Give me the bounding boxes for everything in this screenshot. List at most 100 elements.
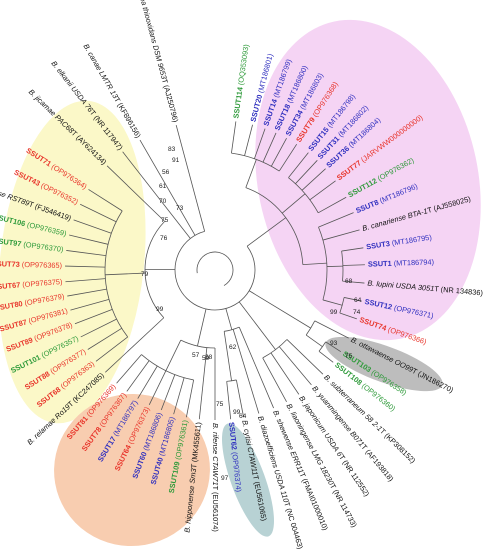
leaf-label-ssut73: SSUT73 (OP976365): [0, 259, 62, 270]
branch: [116, 354, 142, 384]
strain-name: SSUT1: [368, 259, 392, 269]
branch: [314, 320, 349, 339]
bootstrap-value: 62: [229, 344, 237, 351]
bootstrap-value: 64: [354, 297, 362, 304]
accession: (OP976374): [230, 449, 243, 492]
leaf-label-ssut114: SSUT114 (OQ353093): [231, 44, 250, 119]
bootstrap-value: 75: [216, 401, 224, 408]
branch: [165, 339, 182, 371]
bootstrap-value: 99: [233, 409, 241, 416]
accession: T (NC 004463): [282, 501, 305, 550]
clade-highlight-yellow: [0, 100, 146, 424]
branch: [65, 278, 106, 283]
strain-name: SSUT73: [0, 259, 20, 269]
branch: [106, 165, 165, 222]
branch: [301, 168, 326, 191]
bootstrap-value: 99: [330, 309, 338, 316]
branch: [225, 308, 233, 330]
strain-name: B. canae LMTR 13: [82, 42, 121, 101]
branch: [95, 336, 128, 362]
branch: [105, 272, 146, 276]
branch: [342, 280, 365, 284]
strain-name: SSUT62: [227, 422, 239, 451]
accession: (OQ353093): [236, 44, 251, 88]
accession: T (NR 134836): [434, 284, 483, 297]
clade-highlight-teal: [221, 423, 275, 537]
accession: T (NR 112552): [337, 453, 371, 498]
branch: [270, 352, 300, 395]
branch: [73, 219, 112, 234]
branch: [185, 379, 195, 418]
branch: [175, 125, 206, 232]
branch-arc: [104, 210, 129, 338]
accession: T (AF193818): [359, 443, 395, 484]
branch: [198, 347, 208, 420]
accession: T (NR 114733): [328, 482, 359, 529]
accession: T (EU561074): [211, 486, 220, 532]
branch: [126, 360, 150, 392]
branch: [318, 196, 347, 214]
strain-name: B. rifense CTAW71: [211, 423, 220, 486]
branch: [262, 132, 277, 163]
branch: [80, 203, 117, 223]
branch: [105, 317, 165, 373]
branch: [309, 180, 336, 201]
branch: [238, 301, 276, 350]
branch: [235, 379, 245, 418]
branch: [286, 339, 324, 375]
branch: [295, 160, 318, 184]
branch: [74, 309, 113, 325]
branch: [254, 128, 266, 159]
bootstrap-value: 79: [141, 271, 149, 278]
strain-name: SSUT3: [366, 239, 391, 251]
branch: [344, 297, 362, 302]
leaf-label-ssut62: SSUT62 (OP976374): [227, 422, 243, 493]
strain-name: Bosea thiooxidans DSM 9653: [135, 0, 169, 81]
branch: [322, 299, 343, 306]
branch: [270, 137, 287, 167]
branch: [322, 229, 360, 241]
branch: [245, 159, 257, 188]
branch: [70, 299, 110, 311]
bootstrap-value: 70: [159, 198, 167, 205]
branch: [248, 290, 311, 329]
strain-name: SSUT97: [0, 236, 22, 249]
branch: [281, 193, 306, 214]
branch-arc: [288, 177, 319, 213]
bootstrap-value: 61: [159, 183, 167, 190]
accession: (OP976375): [20, 277, 63, 289]
branch-arc: [341, 251, 344, 282]
strain-name: SSUT67: [0, 280, 21, 291]
branch: [262, 357, 287, 403]
branch: [339, 312, 357, 320]
bootstrap-value: 64: [239, 413, 247, 420]
bootstrap-value: 99: [156, 306, 164, 313]
bootstrap-value: 57: [192, 352, 200, 359]
branch: [122, 151, 191, 239]
bootstrap-value: 75: [345, 353, 353, 360]
branch: [342, 264, 365, 266]
branch: [197, 308, 207, 347]
branch: [232, 329, 260, 414]
root-arc: [196, 251, 234, 286]
branch: [278, 143, 298, 172]
leaf-label-ssut67: SSUT67 (OP976375): [0, 277, 63, 291]
clade-highlight-pink: [255, 19, 481, 341]
bootstrap-value: 56: [162, 169, 170, 176]
bootstrap-value: 75: [161, 217, 169, 224]
branch: [137, 365, 158, 399]
accession: T (KP308152): [378, 427, 417, 465]
clade-highlight-grey: [325, 336, 443, 392]
branch: [160, 374, 176, 411]
bootstrap-value: 91: [172, 157, 180, 164]
strain-name: SSUT114: [231, 86, 244, 119]
branch-arc: [174, 230, 256, 311]
branch: [87, 327, 122, 350]
branch: [139, 139, 196, 236]
branch-arc: [305, 320, 316, 336]
bootstrap-value: 68: [345, 278, 353, 285]
branch: [244, 124, 253, 156]
accession: (OP976365): [20, 260, 63, 270]
branch: [65, 265, 106, 268]
branch: [80, 318, 117, 338]
